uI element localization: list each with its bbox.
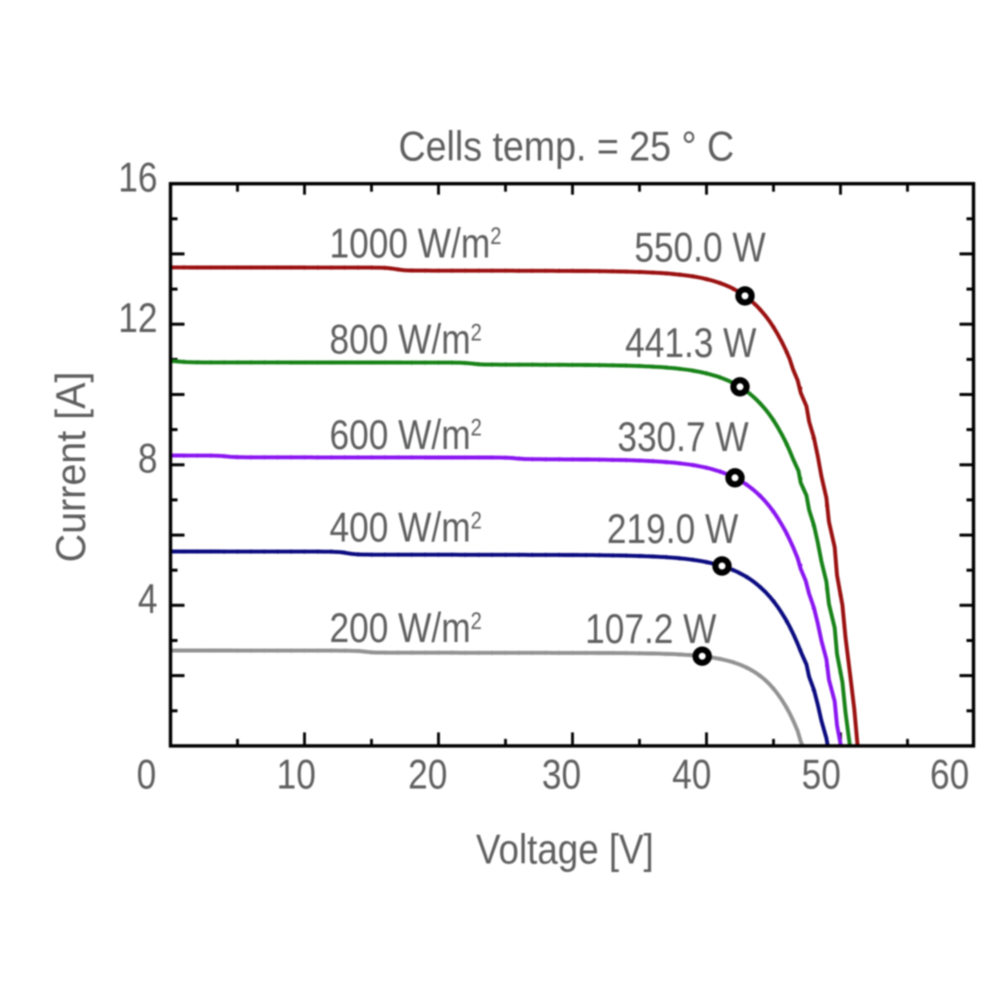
svg-text:107.2 W: 107.2 W [585,606,717,653]
svg-text:Cells temp. = 25 ° C: Cells temp. = 25 ° C [398,124,734,170]
svg-text:30: 30 [542,752,581,799]
svg-text:4: 4 [138,576,158,623]
svg-text:400 W/m2: 400 W/m2 [330,505,482,552]
svg-text:441.3 W: 441.3 W [625,320,757,367]
svg-text:1000 W/m2: 1000 W/m2 [330,220,502,267]
svg-text:60: 60 [930,752,969,799]
svg-text:16: 16 [118,155,157,202]
svg-text:50: 50 [802,752,841,799]
svg-text:800 W/m2: 800 W/m2 [330,317,482,364]
svg-text:219.0 W: 219.0 W [607,506,739,553]
svg-text:Voltage [V]: Voltage [V] [476,826,654,873]
svg-text:12: 12 [118,295,157,342]
svg-text:0: 0 [137,752,157,799]
svg-text:200 W/m2: 200 W/m2 [330,605,482,652]
svg-text:10: 10 [277,752,316,799]
svg-text:20: 20 [408,752,447,799]
svg-text:Current [A]: Current [A] [47,372,94,563]
svg-text:330.7 W: 330.7 W [617,414,749,461]
svg-text:550.0 W: 550.0 W [634,225,766,272]
svg-text:8: 8 [138,436,158,483]
svg-text:40: 40 [672,752,711,799]
svg-text:600 W/m2: 600 W/m2 [330,412,482,459]
